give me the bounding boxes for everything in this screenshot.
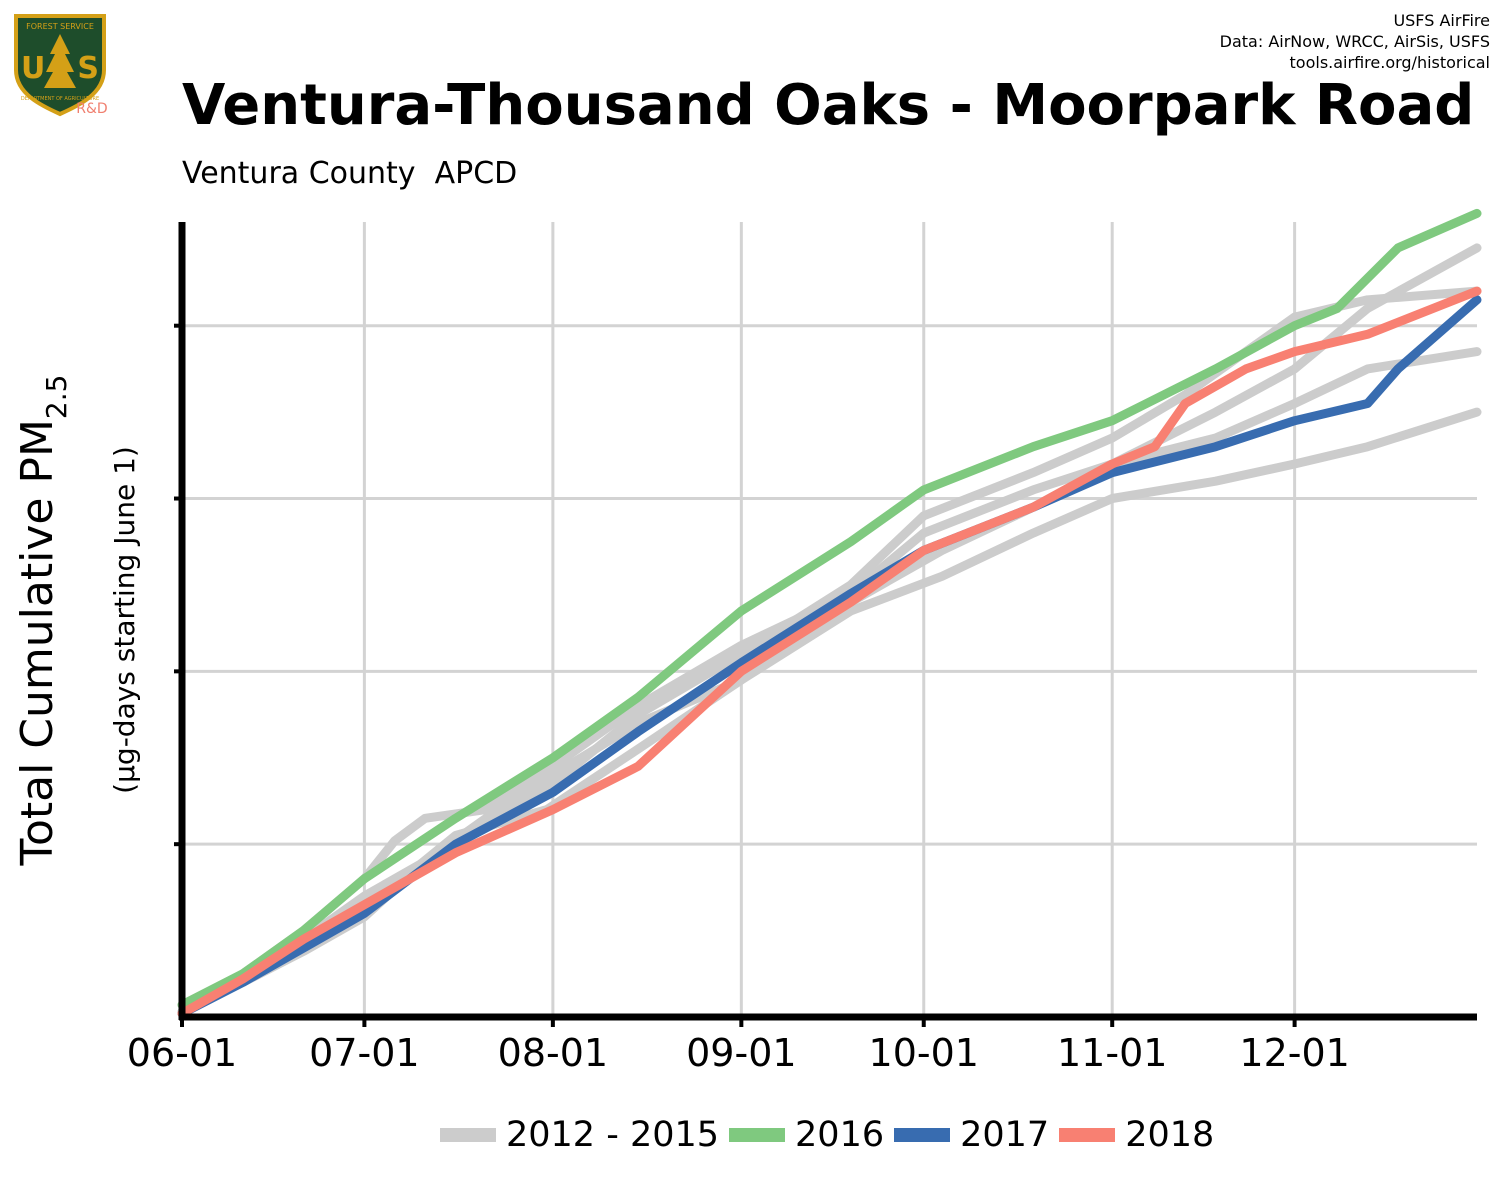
x-tick-label: 06-01 <box>127 1031 237 1075</box>
legend-item-2016: 2016 <box>729 1115 884 1155</box>
legend-label: 2016 <box>795 1115 885 1155</box>
y-axis-units: (µg-days starting June 1) <box>108 446 141 794</box>
legend: 2012 - 2015 2016 2017 2018 <box>440 1112 1224 1158</box>
credit-line-3: tools.airfire.org/historical <box>1289 53 1490 72</box>
series-line-2017 <box>177 295 1482 1018</box>
x-tick-labels: 06-01 07-01 08-01 09-01 10-01 11-01 12-01 <box>127 1031 1350 1075</box>
series-line-2016 <box>177 208 1482 1010</box>
logo-text-main: U S <box>21 51 99 86</box>
series-line-2012-2015 <box>177 347 1482 1017</box>
logo-text-bottom: DEPARTMENT OF AGRICULTURE <box>21 96 99 102</box>
x-tick-label: 12-01 <box>1239 1031 1349 1075</box>
x-tick-label: 08-01 <box>498 1031 608 1075</box>
legend-swatch <box>440 1128 496 1142</box>
legend-swatch <box>894 1128 951 1142</box>
series-line-2012-2015 <box>177 407 1482 1017</box>
x-tick-label: 09-01 <box>686 1031 796 1075</box>
logo-tree <box>44 34 76 88</box>
credits: USFS AirFire Data: AirNow, WRCC, AirSis,… <box>1220 10 1490 73</box>
credit-line-1: USFS AirFire <box>1393 11 1490 30</box>
credit-line-2: Data: AirNow, WRCC, AirSis, USFS <box>1219 32 1490 51</box>
logo-text-rd: R&D <box>76 101 107 117</box>
x-tick-label: 07-01 <box>309 1031 419 1075</box>
legend-item-2018: 2018 <box>1059 1115 1214 1155</box>
legend-label: 2018 <box>1125 1115 1215 1155</box>
grid-lines <box>182 222 1477 1017</box>
legend-label: 2017 <box>960 1115 1050 1155</box>
legend-item-2012-2015: 2012 - 2015 <box>440 1115 719 1155</box>
x-tick-label: 10-01 <box>869 1031 979 1075</box>
y-axis-label: Total Cumulative PM2.5 <box>12 375 73 867</box>
chart-subtitle: Ventura County APCD <box>182 156 518 191</box>
legend-label: 2012 - 2015 <box>506 1115 720 1155</box>
axes <box>174 222 1477 1027</box>
y-axis-label-main: Total Cumulative PM <box>12 419 63 866</box>
logo-text-top: FOREST SERVICE <box>26 22 94 31</box>
legend-swatch <box>1059 1128 1116 1142</box>
series-line-2018 <box>177 286 1482 1018</box>
series-lines <box>177 208 1482 1018</box>
legend-swatch <box>729 1128 786 1142</box>
usfs-shield-logo-icon: FOREST SERVICE U S DEPARTMENT OF AGRICUL… <box>14 14 108 117</box>
legend-item-2017: 2017 <box>894 1115 1049 1155</box>
y-axis-title: Total Cumulative PM2.5 <box>12 375 73 867</box>
x-tick-label: 11-01 <box>1057 1031 1167 1075</box>
y-axis-label-subscript: 2.5 <box>40 375 73 420</box>
chart-title: Ventura-Thousand Oaks - Moorpark Road <box>182 73 1475 138</box>
